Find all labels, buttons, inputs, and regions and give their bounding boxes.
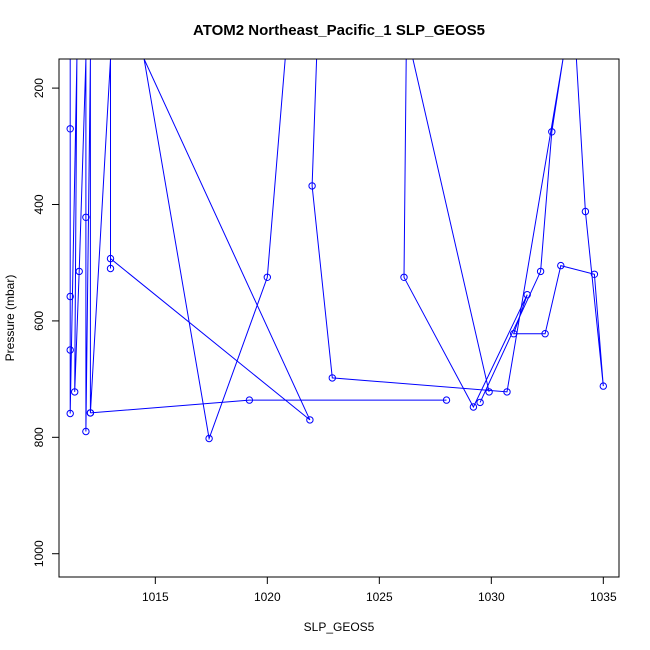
data-point <box>245 396 254 404</box>
y-tick-label: 1000 <box>32 540 46 567</box>
y-tick-label: 200 <box>32 78 46 98</box>
data-point <box>581 207 590 216</box>
data-point <box>66 409 74 418</box>
x-tick-label: 1030 <box>478 590 505 604</box>
chart-title: ATOM2 Northeast_Pacific_1 SLP_GEOS5 <box>193 22 485 39</box>
y-tick-label: 400 <box>32 194 46 214</box>
series-line-2 <box>90 399 447 414</box>
series-line-3 <box>390 59 604 409</box>
x-tick-label: 1015 <box>142 590 169 604</box>
y-tick-label: 800 <box>32 427 46 447</box>
y-axis: 200 400 600 800 1000 <box>32 78 59 567</box>
y-axis-label: Pressure (mbar) <box>3 275 17 362</box>
data-point <box>75 267 83 276</box>
x-axis-label: SLP_GEOS5 <box>304 620 375 634</box>
data-point <box>82 427 90 436</box>
points-layer <box>66 125 607 443</box>
data-point <box>106 254 115 263</box>
data-point <box>590 270 599 278</box>
data-point <box>536 267 545 276</box>
data-point <box>503 388 511 396</box>
data-point <box>442 396 451 404</box>
data-point <box>82 213 90 222</box>
data-point <box>400 273 408 281</box>
data-point <box>328 374 336 382</box>
data-point <box>66 346 74 354</box>
y-tick-label: 600 <box>32 311 46 331</box>
x-tick-label: 1035 <box>590 590 617 604</box>
data-point <box>66 125 74 133</box>
data-point <box>485 388 493 396</box>
series-layer <box>69 59 604 441</box>
data-point <box>205 434 213 443</box>
x-tick-label: 1020 <box>254 590 281 604</box>
data-point <box>106 264 115 273</box>
data-point <box>523 291 531 299</box>
x-tick-label: 1025 <box>366 590 393 604</box>
data-point <box>599 382 607 390</box>
data-point <box>86 409 95 417</box>
data-point <box>510 330 518 338</box>
x-axis: 1015 1020 1025 1030 1035 <box>142 577 617 604</box>
data-point <box>306 416 314 424</box>
data-point <box>308 182 316 190</box>
series-line-1 <box>69 59 564 441</box>
data-point <box>548 128 556 136</box>
data-point <box>66 292 74 301</box>
data-point <box>469 403 478 411</box>
data-point <box>71 388 79 396</box>
data-point <box>541 330 549 338</box>
plot-frame <box>58 58 620 578</box>
data-point <box>263 273 271 281</box>
data-point <box>557 261 565 270</box>
data-point <box>476 398 484 407</box>
